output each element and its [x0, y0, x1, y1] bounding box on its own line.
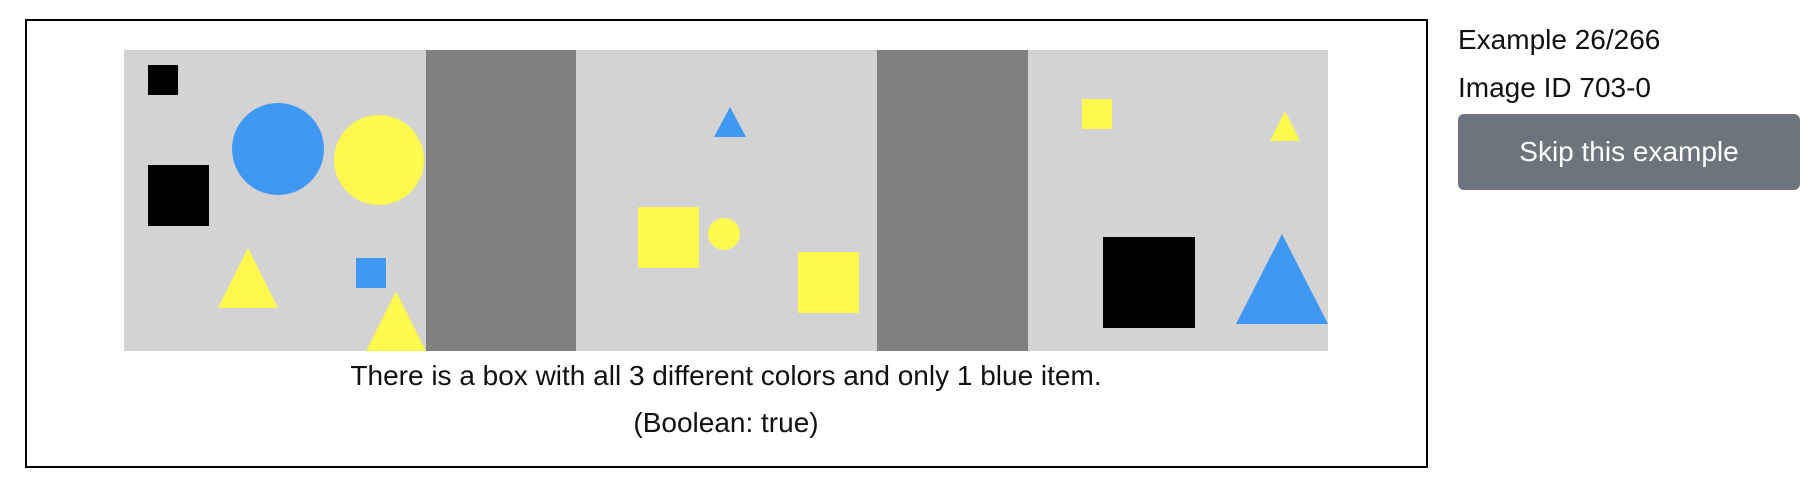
blue-circle: [232, 103, 324, 195]
yellow-circle-small: [708, 218, 740, 250]
yellow-square-2: [798, 252, 859, 313]
black-square-small: [148, 65, 178, 95]
scene-image: [124, 50, 1328, 351]
yellow-square-small: [1082, 99, 1112, 129]
example-counter: Example 26/266: [1458, 24, 1661, 55]
yellow-triangle: [218, 248, 278, 308]
black-square-large: [1103, 237, 1195, 328]
example-frame: [25, 19, 1428, 468]
yellow-square: [638, 207, 699, 268]
yellow-triangle-bottom: [366, 291, 426, 351]
caption-answer: (Boolean: true): [633, 407, 819, 438]
blue-triangle-large: [1236, 234, 1328, 324]
yellow-triangle-small: [1270, 111, 1300, 141]
skip-example-button[interactable]: Skip this example: [1458, 114, 1800, 190]
blue-square-small: [356, 258, 386, 288]
caption-statement: There is a box with all 3 different colo…: [350, 360, 1102, 391]
yellow-circle: [334, 115, 424, 205]
blue-triangle-small: [714, 107, 746, 137]
black-square: [148, 165, 209, 226]
box-divider-1: [426, 50, 576, 351]
image-id: Image ID 703-0: [1458, 72, 1651, 103]
box-divider-2: [877, 50, 1028, 351]
